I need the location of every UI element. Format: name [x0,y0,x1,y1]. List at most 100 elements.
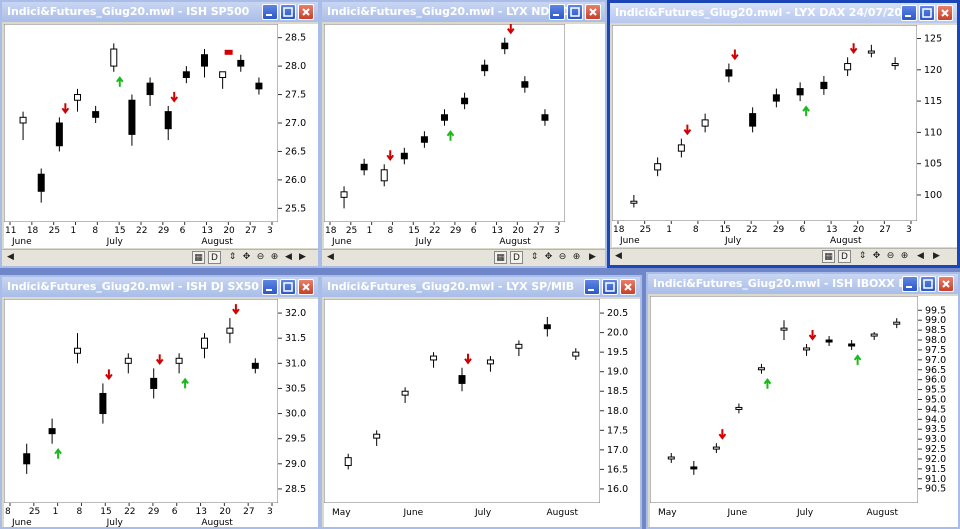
x-month-label: August [547,508,579,518]
candle-body [219,71,227,78]
window-sx50[interactable]: Indici&Futures_Giug20.mwl - ISH DJ SX50 … [0,275,320,529]
minimize-button[interactable] [262,4,278,20]
window-sp500[interactable]: Indici&Futures_Giug20.mwl - ISH SP500 28… [0,0,320,268]
window-title: Indici&Futures_Giug20.mwl - ISH SP500 [7,5,250,18]
sell-arrow-icon [808,329,817,341]
window-title: Indici&Futures_Giug20.mwl - LYX ND-100 [327,5,577,18]
x-tick-label: 15 [114,226,125,236]
candle-body [521,81,529,88]
candle-body [796,88,804,96]
daily-button[interactable]: D [208,251,221,264]
scroll-left-icon[interactable]: ◀ [917,251,924,261]
calendar-icon[interactable]: ▦ [494,251,507,264]
x-tick-label: 22 [746,225,757,235]
candle-body [37,173,45,192]
titlebar[interactable]: Indici&Futures_Giug20.mwl - LYX SP/MIB [322,277,640,297]
calendar-icon[interactable]: ▦ [822,250,835,263]
maximize-button[interactable] [280,279,296,295]
candle-body [99,392,107,415]
titlebar[interactable]: Indici&Futures_Giug20.mwl - LYX ND-100 [322,2,605,22]
scroll-left-icon[interactable]: ◀ [615,251,622,261]
scroll-left-icon[interactable]: ◀ [327,252,334,262]
close-button[interactable] [298,279,314,295]
y-tick-label: 19.0 [607,367,628,378]
close-button[interactable] [937,5,953,21]
titlebar[interactable]: Indici&Futures_Giug20.mwl - ISH IBOXX EU… [648,274,958,294]
scroll-right-icon[interactable]: ▶ [299,252,306,262]
zoom-in-icon[interactable]: ⊕ [900,251,909,261]
maximize-button[interactable] [602,279,618,295]
zoom-vertical-icon[interactable]: ⇕ [530,252,539,262]
titlebar[interactable]: Indici&Futures_Giug20.mwl - ISH DJ SX50 [2,277,318,297]
window-iboxx[interactable]: Indici&Futures_Giug20.mwl - ISH IBOXX EU… [646,272,960,529]
minimize-button[interactable] [584,279,600,295]
chart-toolbar: ◀ ▦ D ⇕ ✥ ⊖ ⊕ ◀ ▶ [2,249,318,266]
price-chart: 20.5 20.0 19.5 19.0 18.5 18.0 17.5 17.0 16.5 16.0… [324,299,640,527]
titlebar[interactable]: Indici&Futures_Giug20.mwl - LYX DAX 24/0… [610,3,957,23]
window-dax[interactable]: Indici&Futures_Giug20.mwl - LYX DAX 24/0… [607,0,960,268]
sell-arrow-icon [105,369,113,381]
minimize-button[interactable] [902,276,918,292]
maximize-button[interactable] [280,4,296,20]
scroll-left-icon[interactable]: ◀ [7,252,14,262]
zoom-out-icon[interactable]: ⊖ [558,252,567,262]
y-tick-label: 98.5 [925,325,946,336]
scroll-left-icon[interactable]: ◀ [285,252,292,262]
minimize-button[interactable] [262,279,278,295]
zoom-vertical-icon[interactable]: ⇕ [228,252,237,262]
y-tick-label: 93.5 [925,424,946,435]
close-button[interactable] [585,4,601,20]
pan-icon[interactable]: ✥ [242,252,251,262]
pan-icon[interactable]: ✥ [872,251,881,261]
candle-body [380,169,388,182]
x-tick-label: 6 [172,507,178,517]
zoom-in-icon[interactable]: ⊕ [270,252,279,262]
x-tick-label: 13 [196,507,207,517]
window-nd100[interactable]: Indici&Futures_Giug20.mwl - LYX ND-100 1… [320,0,607,268]
candle-body [110,48,118,67]
x-axis-area [324,222,605,248]
candle-body [255,82,263,90]
daily-button[interactable]: D [510,251,523,264]
y-tick-label: 97.5 [925,345,946,356]
maximize-button[interactable] [920,276,936,292]
window-title: Indici&Futures_Giug20.mwl - LYX DAX 24/0… [615,6,918,19]
y-tick-label: 30.5 [285,383,306,394]
x-tick-label: 3 [267,507,273,517]
daily-button[interactable]: D [838,250,851,263]
x-month-label: July [724,236,742,246]
candle-body [237,59,245,67]
window-spmib[interactable]: Indici&Futures_Giug20.mwl - LYX SP/MIB 2… [320,275,642,529]
y-tick-label: 27.5 [285,90,306,101]
x-tick-label: 27 [533,226,544,236]
minimize-button[interactable] [901,5,917,21]
x-tick-label: 6 [180,226,186,236]
y-tick-label: 115 [924,96,942,107]
candle-body [677,144,685,152]
close-button[interactable] [298,4,314,20]
candle-body [757,367,765,371]
candle-body [870,333,878,337]
close-button[interactable] [620,279,636,295]
calendar-icon[interactable]: ▦ [192,251,205,264]
window-title: Indici&Futures_Giug20.mwl - LYX SP/MIB [327,280,575,293]
pan-icon[interactable]: ✥ [544,252,553,262]
candle-body [74,94,81,101]
zoom-out-icon[interactable]: ⊖ [256,252,265,262]
scroll-right-icon[interactable]: ▶ [589,252,596,262]
zoom-in-icon[interactable]: ⊕ [572,252,581,262]
y-tick-label: 110 [924,127,942,138]
maximize-button[interactable] [919,5,935,21]
close-button[interactable] [938,276,954,292]
minimize-button[interactable] [549,4,565,20]
scroll-right-icon[interactable]: ▶ [933,251,940,261]
maximize-button[interactable] [567,4,583,20]
sell-arrow-icon [683,124,692,136]
titlebar[interactable]: Indici&Futures_Giug20.mwl - ISH SP500 [2,2,318,22]
candle-body [441,114,448,121]
y-tick-label: 100 [924,190,942,201]
zoom-vertical-icon[interactable]: ⇕ [858,251,867,261]
candle-body [430,355,438,361]
zoom-out-icon[interactable]: ⊖ [886,251,895,261]
candle-body [360,163,368,171]
